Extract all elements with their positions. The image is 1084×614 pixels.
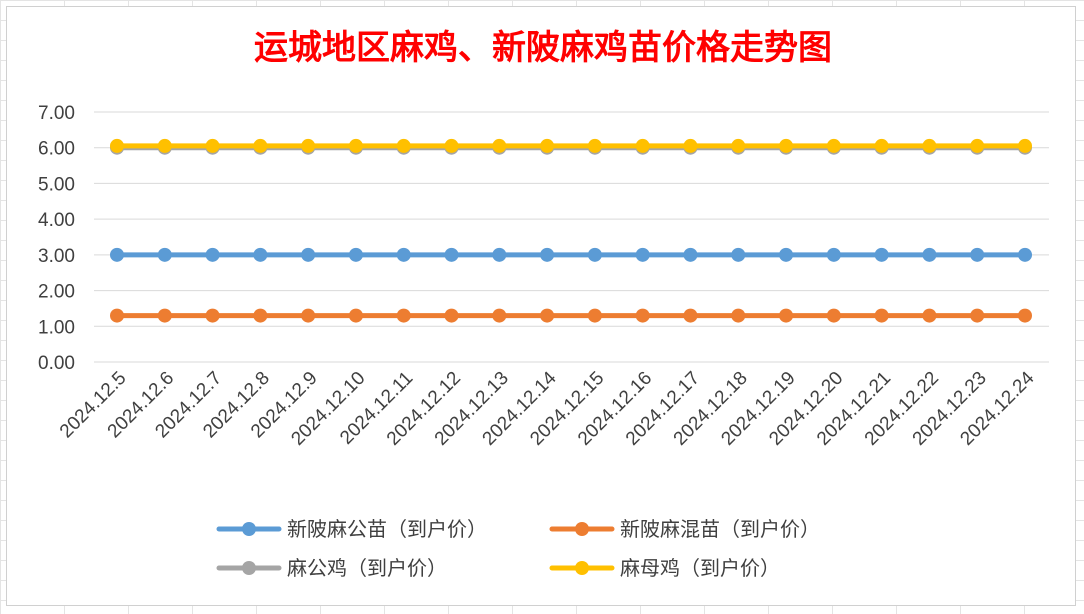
- data-point[interactable]: [110, 308, 124, 323]
- data-point[interactable]: [587, 247, 602, 262]
- legend-item[interactable]: 新陂麻公苗（到户价）: [216, 517, 487, 541]
- data-point[interactable]: [540, 247, 555, 262]
- data-point[interactable]: [301, 308, 316, 323]
- legend-item[interactable]: 麻公鸡（到户价）: [216, 556, 447, 580]
- data-point[interactable]: [301, 247, 316, 262]
- data-point[interactable]: [348, 247, 363, 262]
- data-point[interactable]: [874, 308, 889, 323]
- chart-title: 运城地区麻鸡、新陂麻鸡苗价格走势图: [254, 28, 832, 68]
- y-tick-label: 3.00: [38, 246, 75, 267]
- data-point[interactable]: [396, 308, 411, 323]
- data-point[interactable]: [157, 247, 172, 262]
- legend-label: 麻公鸡（到户价）: [287, 556, 447, 580]
- y-tick-label: 7.00: [38, 103, 75, 124]
- data-point[interactable]: [826, 138, 841, 153]
- data-point[interactable]: [731, 247, 746, 262]
- data-point[interactable]: [348, 138, 363, 153]
- legend-swatch-marker: [242, 561, 256, 575]
- legend-swatch-marker: [242, 522, 256, 536]
- data-point[interactable]: [396, 138, 411, 153]
- data-point[interactable]: [922, 138, 937, 153]
- data-point[interactable]: [922, 247, 937, 262]
- data-point[interactable]: [253, 138, 268, 153]
- data-point[interactable]: [635, 308, 650, 323]
- y-tick-label: 4.00: [38, 210, 75, 231]
- data-point[interactable]: [396, 247, 411, 262]
- data-point[interactable]: [731, 138, 746, 153]
- data-point[interactable]: [587, 138, 602, 153]
- legend-swatch-marker: [575, 522, 589, 536]
- series-group: [110, 308, 1032, 323]
- data-point[interactable]: [731, 308, 746, 323]
- legend-label: 麻母鸡（到户价）: [620, 556, 780, 580]
- data-point[interactable]: [444, 138, 459, 153]
- data-point[interactable]: [492, 247, 507, 262]
- legend-swatch-marker: [575, 561, 589, 575]
- legend-label: 新陂麻混苗（到户价）: [620, 517, 820, 541]
- data-point[interactable]: [922, 308, 937, 323]
- y-tick-label: 6.00: [38, 139, 75, 160]
- data-point[interactable]: [253, 308, 268, 323]
- data-point[interactable]: [205, 308, 220, 323]
- legend-item[interactable]: 新陂麻混苗（到户价）: [549, 517, 820, 541]
- chart-container[interactable]: 运城地区麻鸡、新陂麻鸡苗价格走势图 0.00 1.00 2.00 3.00 4.00 5.…: [6, 6, 1076, 606]
- y-tick-label: 1.00: [38, 317, 75, 338]
- data-point[interactable]: [683, 308, 698, 323]
- data-point[interactable]: [540, 308, 555, 323]
- line-chart: 运城地区麻鸡、新陂麻鸡苗价格走势图 0.00 1.00 2.00 3.00 4.00 5.…: [38, 28, 1049, 580]
- data-point[interactable]: [540, 138, 555, 153]
- data-point[interactable]: [683, 247, 698, 262]
- data-point[interactable]: [444, 308, 459, 323]
- data-point[interactable]: [826, 308, 841, 323]
- y-tick-label: 2.00: [38, 282, 75, 303]
- series-group: [110, 247, 1032, 262]
- data-point[interactable]: [301, 138, 316, 153]
- data-point[interactable]: [1018, 247, 1032, 262]
- data-point[interactable]: [205, 247, 220, 262]
- data-point[interactable]: [110, 247, 124, 262]
- x-axis-tick-labels: 2024.12.52024.12.62024.12.72024.12.82024…: [56, 367, 1039, 449]
- data-point[interactable]: [157, 308, 172, 323]
- data-point[interactable]: [1018, 308, 1032, 323]
- data-point[interactable]: [348, 308, 363, 323]
- data-point[interactable]: [110, 138, 124, 153]
- data-point[interactable]: [970, 247, 985, 262]
- legend: 新陂麻公苗（到户价） 新陂麻混苗（到户价） 麻公鸡（到户价） 麻母鸡（到户价）: [216, 517, 820, 580]
- y-tick-label: 5.00: [38, 174, 75, 195]
- data-point[interactable]: [970, 308, 985, 323]
- data-point[interactable]: [587, 308, 602, 323]
- data-point[interactable]: [253, 247, 268, 262]
- data-point[interactable]: [683, 138, 698, 153]
- data-point[interactable]: [635, 138, 650, 153]
- y-axis-tick-labels: 0.00 1.00 2.00 3.00 4.00 5.00 6.00 7.00: [38, 103, 75, 374]
- data-point[interactable]: [444, 247, 459, 262]
- legend-item[interactable]: 麻母鸡（到户价）: [549, 556, 780, 580]
- legend-label: 新陂麻公苗（到户价）: [287, 517, 487, 541]
- data-point[interactable]: [492, 138, 507, 153]
- data-point[interactable]: [970, 138, 985, 153]
- y-tick-label: 0.00: [38, 353, 75, 374]
- data-point[interactable]: [1018, 138, 1032, 153]
- series-lines: [110, 138, 1032, 323]
- data-point[interactable]: [826, 247, 841, 262]
- data-point[interactable]: [157, 138, 172, 153]
- data-point[interactable]: [779, 247, 794, 262]
- series-group: [110, 138, 1032, 153]
- data-point[interactable]: [492, 308, 507, 323]
- data-point[interactable]: [779, 308, 794, 323]
- data-point[interactable]: [874, 247, 889, 262]
- data-point[interactable]: [635, 247, 650, 262]
- data-point[interactable]: [205, 138, 220, 153]
- data-point[interactable]: [779, 138, 794, 153]
- data-point[interactable]: [874, 138, 889, 153]
